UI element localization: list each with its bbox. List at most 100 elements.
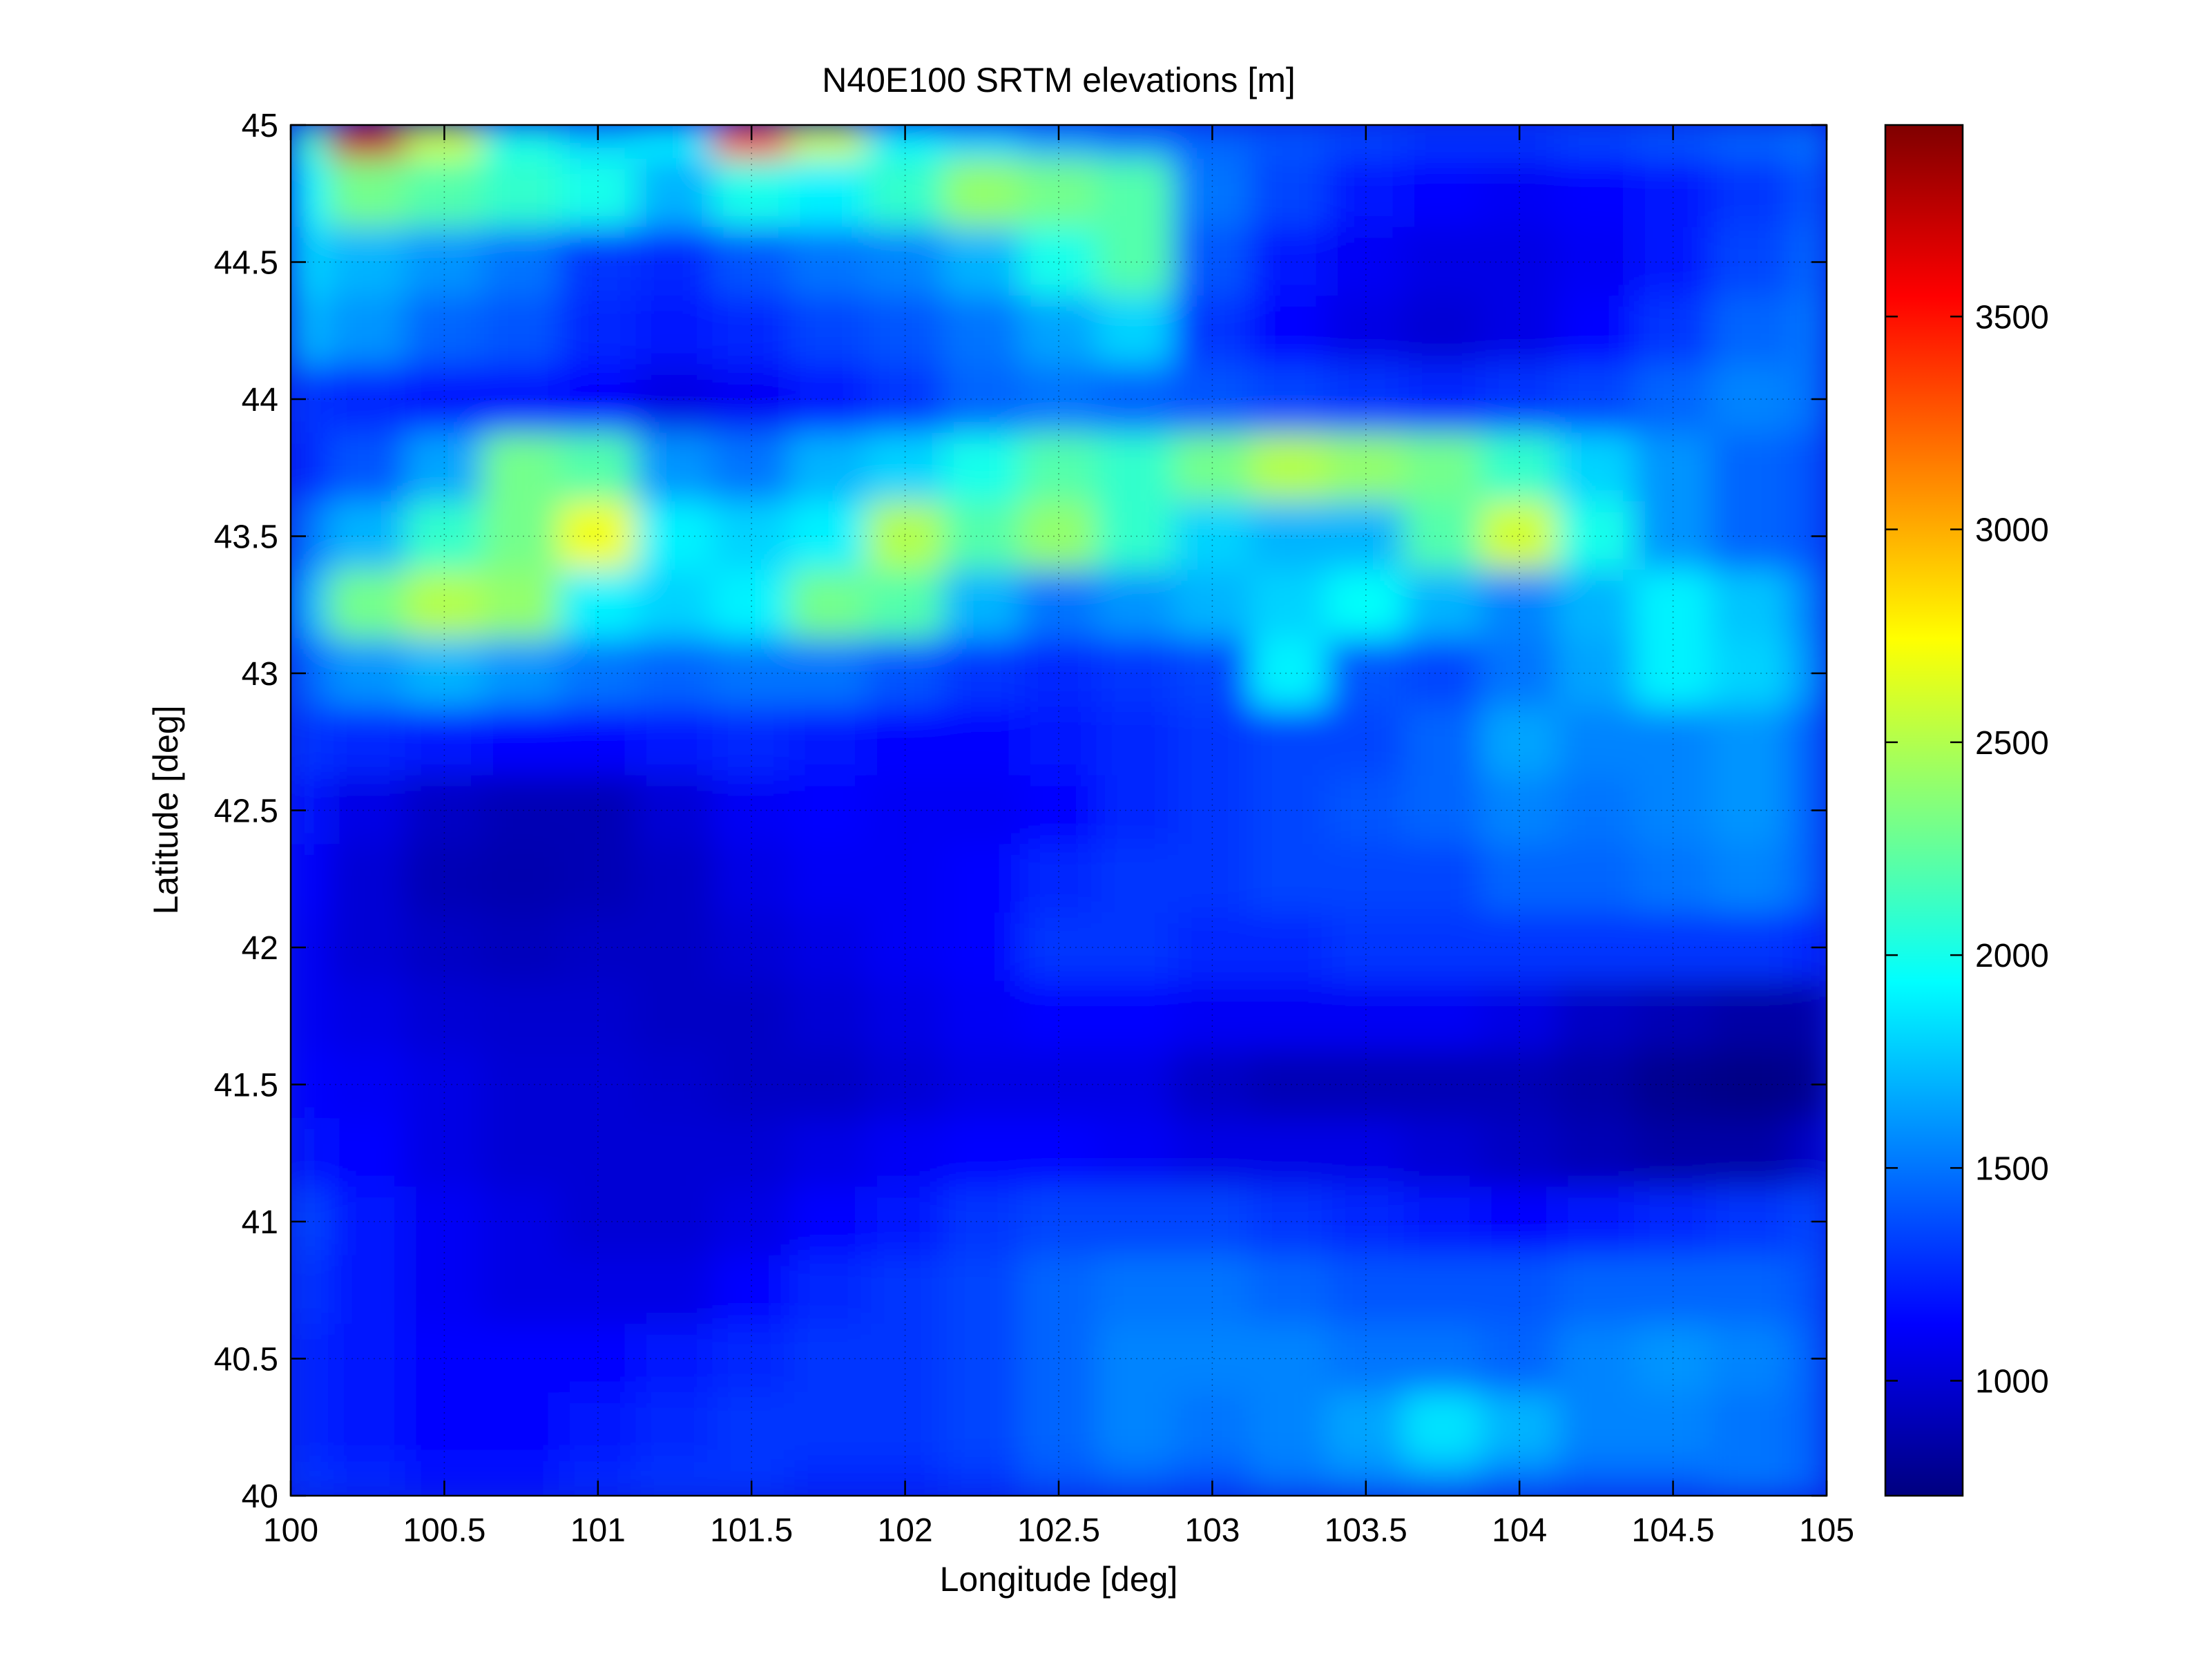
heatmap-cell (1173, 981, 1251, 1051)
heatmap-cell (1250, 1392, 1329, 1463)
heatmap-cell (405, 570, 483, 640)
heatmap-cell (1250, 501, 1329, 572)
heatmap-cell (1327, 706, 1405, 777)
heatmap-cell (866, 226, 945, 298)
heatmap-cell (482, 912, 561, 983)
heatmap-cell (866, 1186, 945, 1257)
heatmap-cell (789, 1186, 867, 1257)
y-tick-label: 40.5 (214, 1342, 278, 1378)
heatmap-cell (1019, 1255, 1098, 1325)
heatmap-cell (1327, 1323, 1405, 1394)
heatmap-cell (1634, 981, 1713, 1051)
heatmap-cell (405, 364, 483, 434)
heatmap-cell (1173, 570, 1251, 640)
heatmap-cell (1019, 364, 1098, 434)
heatmap-cell (1250, 1323, 1329, 1394)
heatmap-cell (866, 364, 945, 434)
heatmap-cell (943, 1392, 1021, 1463)
heatmap-cell (1480, 1255, 1559, 1325)
y-tick-label: 41 (242, 1204, 278, 1241)
heatmap-cell (1787, 570, 1827, 640)
heatmap-cell (943, 1186, 1021, 1257)
heatmap-cell (291, 125, 330, 160)
colorbar-tick-label: 2500 (1975, 725, 2049, 762)
colorbar-tick-label: 2000 (1975, 938, 2049, 974)
heatmap-cell (866, 1323, 945, 1394)
heatmap-cell (866, 1392, 945, 1463)
heatmap-cell (1327, 844, 1405, 914)
heatmap-cell (943, 1461, 1021, 1496)
heatmap-cell (1787, 296, 1827, 366)
heatmap-plot-area (291, 125, 1827, 1496)
heatmap-cell (635, 125, 714, 160)
heatmap-cell (1711, 1118, 1789, 1188)
heatmap-cell (559, 226, 637, 298)
heatmap-cell (1019, 638, 1098, 708)
heatmap-cell (1634, 226, 1713, 298)
heatmap-cell (1787, 432, 1827, 503)
colorbar-frame (1884, 124, 1964, 1497)
heatmap-cell (405, 912, 483, 983)
x-tick-label: 104.5 (1632, 1512, 1715, 1549)
heatmap-cell (789, 706, 867, 777)
heatmap-cell (559, 296, 637, 366)
heatmap-cell (1096, 1392, 1175, 1463)
heatmap-cell (1403, 432, 1482, 503)
heatmap-cell (328, 158, 407, 229)
heatmap-cell (1480, 981, 1559, 1051)
heatmap-cell (712, 775, 791, 846)
heatmap-cell (1403, 775, 1482, 846)
heatmap-cell (1327, 226, 1405, 298)
heatmap-cell (1250, 570, 1329, 640)
heatmap-cell (1019, 775, 1098, 846)
heatmap-cell (559, 570, 637, 640)
heatmap-cell (1173, 1118, 1251, 1188)
heatmap-cell (1250, 125, 1329, 160)
y-tick-label: 45 (242, 108, 278, 144)
colorbar: 1000 1500 2000 2500 3000 3500 (1884, 124, 2049, 1497)
heatmap-cell (1711, 226, 1789, 298)
y-tick-label: 43 (242, 656, 278, 693)
heatmap-cell (635, 570, 714, 640)
heatmap-cell (789, 364, 867, 434)
heatmap-cell (1711, 432, 1789, 503)
heatmap-cell (1634, 638, 1713, 708)
heatmap-cell (866, 775, 945, 846)
heatmap-cell (635, 296, 714, 366)
heatmap-cell (943, 1118, 1021, 1188)
heatmap-cell (712, 158, 791, 229)
heatmap-cell (1557, 1186, 1635, 1257)
heatmap-cell (405, 1323, 483, 1394)
heatmap-cell (1250, 775, 1329, 846)
heatmap-cell (1711, 364, 1789, 434)
heatmap-cell (1787, 158, 1827, 229)
heatmap-cell (1634, 912, 1713, 983)
heatmap-cell (1557, 706, 1635, 777)
heatmap-cell (1480, 638, 1559, 708)
heatmap-cell (635, 1186, 714, 1257)
heatmap-cell (1173, 1392, 1251, 1463)
heatmap-cell (328, 570, 407, 640)
y-tick-label: 44 (242, 382, 278, 418)
heatmap-cell (635, 364, 714, 434)
heatmap-cell (1787, 706, 1827, 777)
heatmap-cell (1096, 844, 1175, 914)
heatmap-cell (482, 1186, 561, 1257)
grid-lines (291, 125, 1827, 1496)
heatmap-cell (328, 981, 407, 1051)
heatmap-cell (1480, 912, 1559, 983)
heatmap-cell (559, 638, 637, 708)
heatmap-cell (635, 1323, 714, 1394)
heatmap-cell (1019, 570, 1098, 640)
heatmap-cell (291, 706, 330, 777)
heatmap-cell (1557, 775, 1635, 846)
heatmap-cell (1711, 1392, 1789, 1463)
heatmap-cell (1711, 844, 1789, 914)
heatmap-cell (1711, 912, 1789, 983)
heatmap-cell (943, 1255, 1021, 1325)
heatmap-cell (1557, 432, 1635, 503)
x-tick-label: 102.5 (1017, 1512, 1100, 1549)
heatmap-cell (943, 1323, 1021, 1394)
heatmap-cell (1019, 226, 1098, 298)
y-axis-ticks: 40 40.5 41 41.5 42 42.5 43 43.5 44 44.5 45 (214, 108, 1827, 1515)
